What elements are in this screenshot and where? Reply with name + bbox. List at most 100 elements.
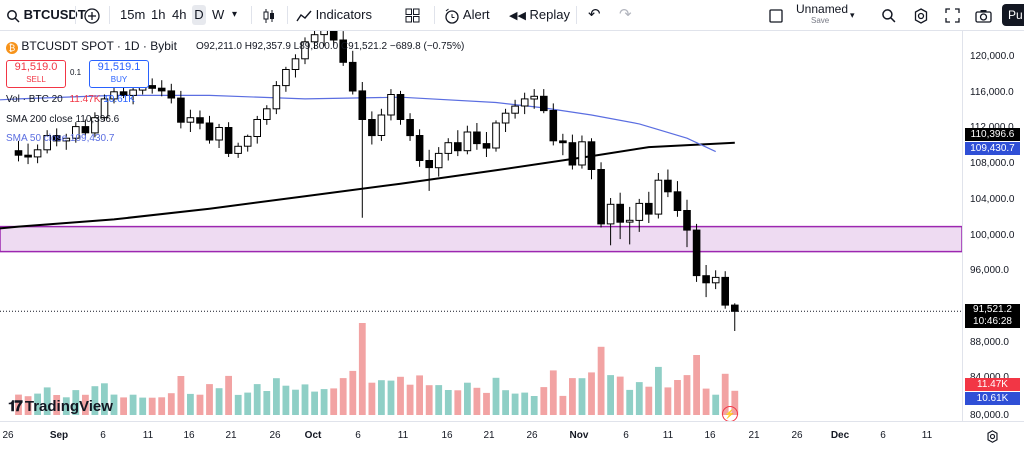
interval-1h[interactable]: 1h <box>151 7 166 22</box>
price-axis[interactable] <box>962 31 1024 421</box>
redo-button[interactable]: ↷ <box>619 0 632 30</box>
volume-legend[interactable]: Vol · BTC 20 11.47K 10.61K <box>6 94 135 105</box>
time-axis-label: 11 <box>397 430 409 441</box>
volume-bar <box>311 391 318 415</box>
candle-body <box>473 131 481 145</box>
candle <box>664 169 672 198</box>
volume-bar <box>225 375 232 415</box>
lightning-icon[interactable]: ⚡ <box>722 406 738 422</box>
candle-body <box>444 142 453 154</box>
volume-bar <box>549 370 557 415</box>
volume-bar <box>454 390 462 415</box>
candle <box>645 191 653 223</box>
candle-body <box>234 145 242 154</box>
indicators-button[interactable]: Indicators <box>296 0 372 30</box>
volume-bar <box>253 384 261 415</box>
layouts-button[interactable] <box>405 0 420 30</box>
symbol-name: BTCUSDT <box>23 7 86 22</box>
chart-type-button[interactable] <box>262 0 276 30</box>
time-axis-label: 11 <box>921 430 933 441</box>
interval-dropdown[interactable]: ▾ <box>232 0 237 30</box>
layout-name-button[interactable] <box>769 0 783 30</box>
candle-body <box>501 112 510 124</box>
resistance-zone <box>0 225 962 253</box>
volume-bar <box>273 378 280 415</box>
replay-button[interactable]: ◀◀ Replay <box>509 0 570 30</box>
price-axis-label: 112,000.0 <box>970 122 1014 133</box>
redo-icon: ↷ <box>619 6 632 23</box>
volume-bar <box>693 355 700 415</box>
settings-button[interactable] <box>913 0 929 30</box>
sma-50-legend[interactable]: SMA 50 close 109,430.7 <box>6 133 115 144</box>
candle-body <box>635 202 644 221</box>
volume-bar <box>187 393 194 415</box>
snapshot-button[interactable] <box>975 0 992 30</box>
candle <box>167 83 176 104</box>
spread-value: 0.1 <box>70 68 82 77</box>
interval-w[interactable]: W <box>212 7 225 22</box>
candle-body <box>578 141 586 166</box>
publish-button[interactable]: Pu <box>1002 4 1024 26</box>
candle-body <box>33 149 42 158</box>
sma-200-legend[interactable]: SMA 200 close 110,396.6 <box>6 114 120 125</box>
buy-price: 91,519.1 <box>97 61 141 73</box>
candle-body <box>43 135 52 151</box>
alert-label: Alert <box>462 7 490 22</box>
candle <box>129 85 137 105</box>
volume-bar <box>177 376 185 415</box>
volume-bar <box>358 323 366 415</box>
volume-value-b: 10.61K <box>103 94 135 105</box>
symbol-legend[interactable]: ₿ BTCUSDT SPOT · 1D · Bybit <box>6 39 177 54</box>
layout-name[interactable]: Unnamed <box>796 2 849 16</box>
chevron-down-icon: ▾ <box>232 9 238 20</box>
time-axis[interactable] <box>0 421 1024 452</box>
layout-menu-dropdown[interactable]: ▾ <box>850 0 855 30</box>
quick-search-button[interactable] <box>881 0 896 30</box>
bar-countdown: 10:46:28 <box>973 316 1012 328</box>
last-price-tag: 91,521.2 10:46:28 <box>965 304 1020 329</box>
time-axis-label: Sep <box>49 430 69 441</box>
candle <box>473 123 481 150</box>
time-axis-label: 26 <box>526 430 538 441</box>
price-chart[interactable] <box>0 31 962 421</box>
interval-15m[interactable]: 15m <box>120 7 146 22</box>
sell-button[interactable]: 91,519.0 SELL <box>6 60 66 88</box>
candle-body <box>62 137 71 142</box>
candle-body <box>520 98 529 107</box>
candle <box>224 122 233 157</box>
candle <box>52 128 61 147</box>
axis-settings-button[interactable] <box>986 430 999 448</box>
candle <box>215 123 223 148</box>
candle <box>263 105 271 125</box>
candle <box>434 147 443 177</box>
interval-d[interactable]: D <box>192 5 206 25</box>
buy-button[interactable]: 91,519.1 BUY <box>89 60 149 88</box>
fullscreen-button[interactable] <box>945 0 960 30</box>
volume-bar <box>196 394 204 415</box>
volume-bar <box>626 389 634 415</box>
undo-button[interactable]: ↶ <box>588 0 601 30</box>
symbol-search-button[interactable]: BTCUSDT <box>6 0 86 30</box>
candle <box>272 81 281 115</box>
candle <box>148 78 156 94</box>
alert-button[interactable]: Alert <box>444 0 490 30</box>
volume-bar <box>53 395 61 415</box>
price-axis-label: 96,000.0 <box>970 265 1009 277</box>
volume-bar <box>521 392 529 415</box>
time-axis-label: 6 <box>880 430 886 441</box>
candle <box>511 99 519 119</box>
time-axis-label: 16 <box>441 430 453 441</box>
candle <box>654 173 663 219</box>
volume-bar <box>263 391 271 415</box>
chevron-down-icon: ▾ <box>850 10 855 20</box>
volume-bar <box>43 387 51 415</box>
candle-body <box>72 126 80 139</box>
interval-4h[interactable]: 4h <box>172 7 187 22</box>
price-axis-label: 84,000.0 <box>970 372 1009 383</box>
candle-body <box>100 98 109 119</box>
candle <box>616 192 625 240</box>
volume-bar <box>206 384 213 415</box>
compare-symbol-button[interactable] <box>84 0 100 30</box>
layout-save-status: Save <box>811 16 830 25</box>
candle <box>406 113 414 141</box>
